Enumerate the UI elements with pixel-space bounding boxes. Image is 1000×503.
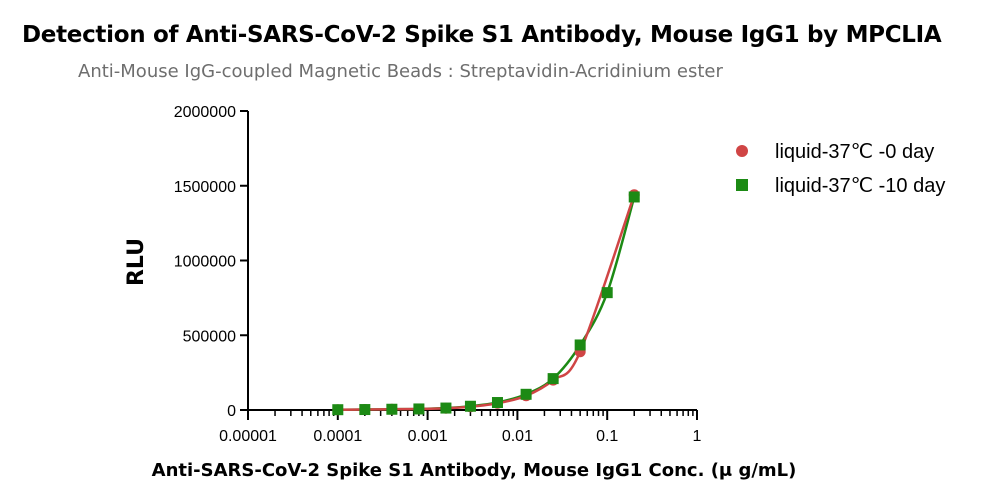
data-point — [386, 403, 398, 415]
x-tick-label: 0.001 — [408, 428, 448, 445]
data-point — [464, 400, 476, 412]
data-point — [601, 287, 613, 299]
data-point — [413, 403, 425, 415]
y-tick-label: 2000000 — [174, 104, 236, 121]
y-tick-label: 500000 — [183, 328, 236, 345]
fit-curves — [337, 194, 636, 411]
y-tick-label: 0 — [227, 403, 236, 420]
chart-subtitle: Anti-Mouse IgG-coupled Magnetic Beads : … — [78, 61, 723, 82]
data-point — [332, 404, 344, 416]
x-tick-label: 0.01 — [502, 428, 533, 445]
y-tick-label: 1500000 — [174, 179, 236, 196]
legend: liquid-37℃ -0 day liquid-37℃ -10 day — [736, 141, 945, 197]
x-axis-title: Anti-SARS-CoV-2 Spike S1 Antibody, Mouse… — [152, 460, 797, 481]
legend-marker — [736, 145, 748, 157]
y-tick-label: 1000000 — [174, 254, 236, 271]
x-tick-label: 0.0001 — [313, 428, 362, 445]
data-point — [628, 191, 640, 203]
fit-curve — [337, 196, 636, 411]
x-tick-label: 1 — [693, 428, 702, 445]
x-tick-label: 0.1 — [596, 428, 618, 445]
x-tick-label: 0.00001 — [219, 428, 277, 445]
fit-curve — [337, 194, 636, 411]
y-axis-title: RLU — [124, 238, 149, 286]
data-markers — [332, 189, 640, 416]
data-point — [520, 388, 532, 400]
data-point — [547, 373, 559, 385]
chart-title: Detection of Anti-SARS-CoV-2 Spike S1 An… — [22, 22, 942, 48]
data-point — [491, 397, 503, 409]
legend-label: liquid-37℃ -10 day — [775, 175, 945, 197]
legend-label: liquid-37℃ -0 day — [775, 141, 934, 163]
data-point — [440, 402, 452, 414]
legend-marker — [736, 179, 748, 191]
data-point — [574, 339, 586, 351]
axes: 0 500000 1000000 1500000 2000000 0.00001 0.000… — [174, 104, 702, 445]
data-point — [359, 404, 371, 416]
